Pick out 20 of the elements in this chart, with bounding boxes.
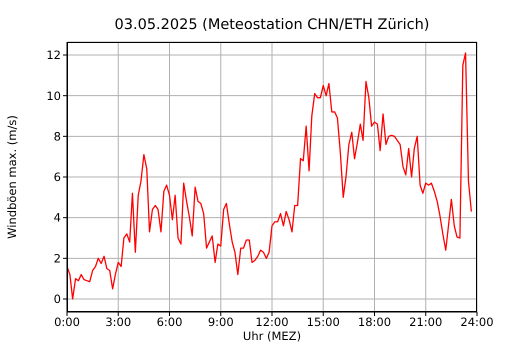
x-tick-label: 0:00: [54, 315, 80, 330]
y-tick-label: 4: [54, 210, 61, 225]
y-tick-label: 0: [54, 292, 61, 306]
x-tick-label: 18:00: [358, 315, 392, 330]
y-axis-title: Windböen max. (m/s): [5, 115, 20, 239]
x-axis-title: Uhr (MEZ): [242, 329, 302, 343]
line-series: [67, 52, 472, 300]
x-tick-label: 12:00: [255, 315, 289, 330]
x-tick-label: 6:00: [156, 315, 182, 330]
x-tick-label: 21:00: [409, 315, 442, 330]
y-tick-label: 10: [46, 88, 61, 103]
x-tick-label: 9:00: [208, 315, 234, 330]
y-tick-label: 6: [54, 170, 61, 184]
y-tick-label: 2: [54, 251, 61, 266]
chart-title: 03.05.2025 (Meteostation CHN/ETH Zürich): [114, 17, 430, 33]
x-tick-label: 3:00: [105, 315, 132, 330]
x-tick-label: 15:00: [306, 315, 340, 330]
y-tick-label: 8: [54, 129, 61, 144]
y-tick-label: 12: [46, 48, 61, 62]
x-tick-label: 24:00: [460, 315, 494, 330]
